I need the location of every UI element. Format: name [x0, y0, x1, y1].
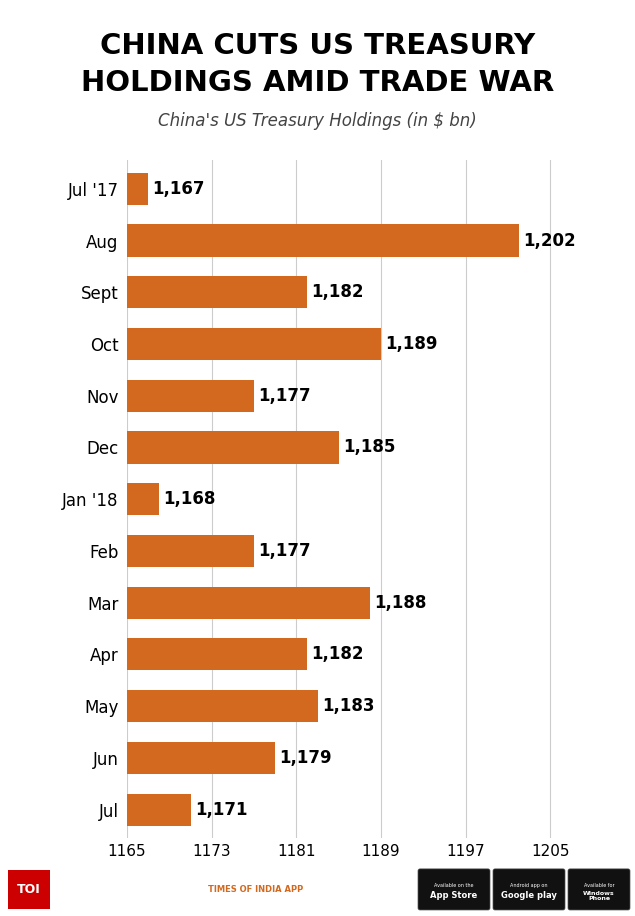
Text: 1,182: 1,182: [311, 646, 364, 663]
Text: Android app on: Android app on: [511, 883, 548, 889]
Bar: [127, 483, 159, 516]
Bar: [127, 328, 381, 360]
Text: 1,167: 1,167: [152, 180, 205, 198]
Text: 1,202: 1,202: [523, 232, 575, 249]
Bar: [127, 535, 254, 567]
Text: 1,168: 1,168: [163, 490, 215, 508]
Text: Available for: Available for: [584, 883, 614, 889]
Text: 1,177: 1,177: [258, 387, 311, 405]
FancyBboxPatch shape: [8, 870, 50, 909]
Text: 1,189: 1,189: [385, 335, 438, 353]
Bar: [127, 690, 318, 722]
Bar: [127, 173, 148, 205]
Bar: [127, 742, 275, 774]
Bar: [127, 380, 254, 412]
FancyBboxPatch shape: [493, 869, 565, 910]
Bar: [127, 431, 338, 463]
Text: TOI: TOI: [17, 883, 41, 897]
Text: China's US Treasury Holdings (in $ bn): China's US Treasury Holdings (in $ bn): [158, 112, 477, 130]
Text: Google play: Google play: [501, 891, 557, 900]
Bar: [127, 586, 370, 618]
Text: App Store: App Store: [431, 891, 478, 900]
Text: 1,182: 1,182: [311, 283, 364, 301]
Bar: [127, 277, 307, 309]
Bar: [127, 638, 307, 671]
Text: Available on the: Available on the: [434, 883, 474, 889]
Text: 1,179: 1,179: [279, 749, 332, 767]
Text: Windows
Phone: Windows Phone: [583, 890, 615, 901]
FancyBboxPatch shape: [418, 869, 490, 910]
Text: 1,188: 1,188: [375, 594, 427, 612]
Text: FOR MORE  INFOGRAPHICS DOWNLOAD: FOR MORE INFOGRAPHICS DOWNLOAD: [60, 886, 247, 894]
Text: HOLDINGS AMID TRADE WAR: HOLDINGS AMID TRADE WAR: [81, 69, 554, 97]
Text: TIMES OF INDIA APP: TIMES OF INDIA APP: [208, 886, 304, 894]
FancyBboxPatch shape: [568, 869, 630, 910]
Text: 1,177: 1,177: [258, 542, 311, 560]
Text: 1,183: 1,183: [322, 697, 374, 715]
Bar: [127, 793, 190, 825]
Bar: [127, 224, 519, 256]
Text: 1,185: 1,185: [343, 439, 395, 456]
Text: 1,171: 1,171: [195, 801, 247, 819]
Text: CHINA CUTS US TREASURY: CHINA CUTS US TREASURY: [100, 32, 535, 60]
